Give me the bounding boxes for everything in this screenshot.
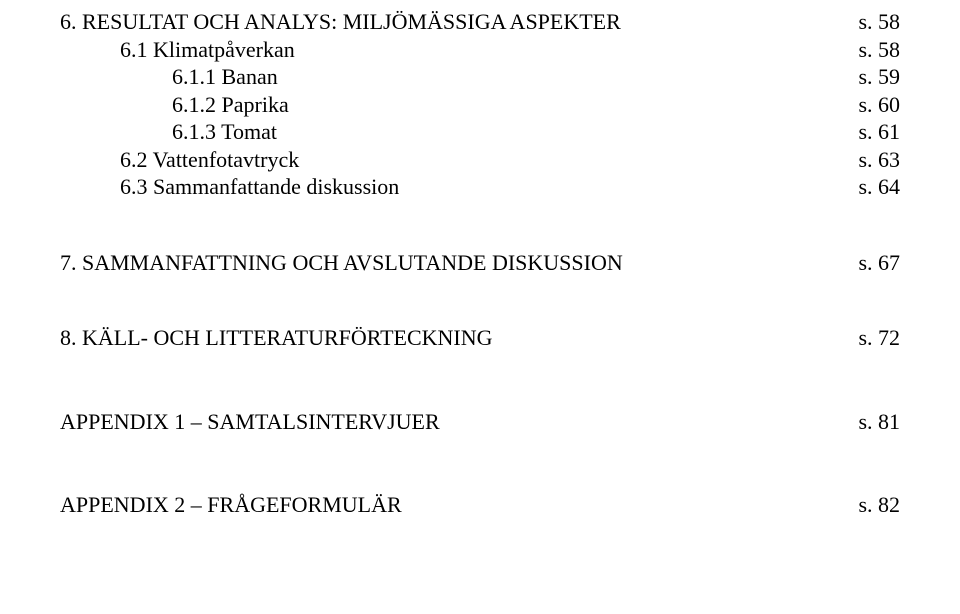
toc-page: s. 63	[858, 146, 900, 174]
toc-left: 7. SAMMANFATTNING OCH AVSLUTANDE DISKUSS…	[60, 249, 623, 277]
toc-title: Sammanfattande diskussion	[153, 174, 399, 199]
toc-entry: 6.2 Vattenfotavtryck s. 63	[60, 146, 900, 174]
toc-title: Paprika	[222, 92, 289, 117]
toc-num: 6.1.3	[172, 119, 216, 144]
toc-entry: 7. SAMMANFATTNING OCH AVSLUTANDE DISKUSS…	[60, 249, 900, 277]
toc-num: 6.1.1	[172, 64, 216, 89]
toc-left: 6.1.2 Paprika	[172, 91, 289, 119]
toc-title: RESULTAT OCH ANALYS: MILJÖMÄSSIGA ASPEKT…	[82, 9, 621, 34]
toc-num: 7.	[60, 250, 77, 275]
toc-num: 8.	[60, 325, 77, 350]
toc-entry: APPENDIX 2 – FRÅGEFORMULÄR s. 82	[60, 491, 900, 519]
toc-title: APPENDIX 1 – SAMTALSINTERVJUER	[60, 408, 440, 436]
toc-left: 6.1.1 Banan	[172, 63, 278, 91]
toc-page: s. 72	[858, 324, 900, 352]
toc-title: KÄLL- OCH LITTERATURFÖRTECKNING	[82, 325, 493, 350]
toc-num: 6.2	[120, 147, 148, 172]
toc-page: s. 59	[858, 63, 900, 91]
toc-page: s. 60	[858, 91, 900, 119]
toc-entry: 6.1.3 Tomat s. 61	[60, 118, 900, 146]
toc-left: 6.2 Vattenfotavtryck	[120, 146, 299, 174]
toc-page: s. 64	[858, 173, 900, 201]
toc-entry: 6.1 Klimatpåverkan s. 58	[60, 36, 900, 64]
toc-num: 6.1	[120, 37, 148, 62]
toc-page: s. 58	[858, 36, 900, 64]
toc-entry: 6.1.1 Banan s. 59	[60, 63, 900, 91]
toc-title: Vattenfotavtryck	[153, 147, 300, 172]
toc-entry: 8. KÄLL- OCH LITTERATURFÖRTECKNING s. 72	[60, 324, 900, 352]
toc-entry: 6.1.2 Paprika s. 60	[60, 91, 900, 119]
toc-left: 6.1 Klimatpåverkan	[120, 36, 295, 64]
toc-page: s. 67	[858, 249, 900, 277]
toc-entry: APPENDIX 1 – SAMTALSINTERVJUER s. 81	[60, 408, 900, 436]
toc-title: APPENDIX 2 – FRÅGEFORMULÄR	[60, 491, 402, 519]
toc-page: s. 82	[858, 491, 900, 519]
toc-num: 6.	[60, 9, 77, 34]
toc-title: Klimatpåverkan	[153, 37, 295, 62]
toc-left: 6. RESULTAT OCH ANALYS: MILJÖMÄSSIGA ASP…	[60, 8, 621, 36]
toc-title: Tomat	[221, 119, 277, 144]
toc-title: Banan	[222, 64, 278, 89]
toc-num: 6.3	[120, 174, 148, 199]
toc-num: 6.1.2	[172, 92, 216, 117]
toc-left: 6.3 Sammanfattande diskussion	[120, 173, 399, 201]
toc-title: SAMMANFATTNING OCH AVSLUTANDE DISKUSSION	[82, 250, 623, 275]
toc-left: 8. KÄLL- OCH LITTERATURFÖRTECKNING	[60, 324, 493, 352]
toc-page: s. 58	[858, 8, 900, 36]
toc-page: s. 61	[858, 118, 900, 146]
toc-page: s. 81	[858, 408, 900, 436]
toc-entry: 6.3 Sammanfattande diskussion s. 64	[60, 173, 900, 201]
toc-left: 6.1.3 Tomat	[172, 118, 277, 146]
toc-entry: 6. RESULTAT OCH ANALYS: MILJÖMÄSSIGA ASP…	[60, 8, 900, 36]
